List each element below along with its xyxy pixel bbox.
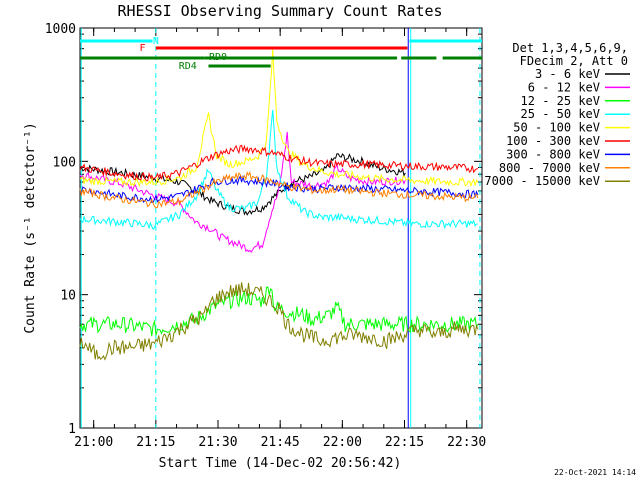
y-tick-label: 1000: [45, 22, 76, 37]
legend-label: 6 - 12 keV: [528, 80, 600, 94]
x-tick-label: 21:45: [261, 435, 300, 450]
series-line-4: [79, 109, 479, 231]
series-line-6: [79, 144, 478, 182]
x-tick-label: 22:00: [323, 435, 362, 450]
series-line-2: [79, 131, 406, 253]
state-label-rd0: RD0: [209, 52, 227, 63]
legend-label: 3 - 6 keV: [535, 67, 600, 81]
state-label-rd4: RD4: [179, 61, 197, 72]
plot-frame: [79, 27, 483, 429]
y-tick-label: 1: [68, 422, 76, 437]
legend-label: 50 - 100 keV: [513, 121, 600, 135]
state-label-n: N: [153, 36, 159, 47]
legend-header-line-2: FDecim 2, Att 0: [520, 54, 628, 68]
series-line-3: [79, 286, 479, 337]
x-tick-label: 21:15: [136, 435, 175, 450]
x-tick-label: 21:00: [74, 435, 113, 450]
state-label-f: F: [140, 43, 146, 54]
legend-header-line-1: Det 1,3,4,5,6,9,: [512, 41, 628, 55]
legend-label: 800 - 7000 keV: [499, 161, 600, 175]
y-axis-label: Count Rate (s⁻¹ detector⁻¹): [23, 122, 38, 333]
x-axis-label: Start Time (14-Dec-02 20:56:42): [159, 456, 402, 471]
y-tick-label: 10: [60, 289, 76, 304]
legend-label: 7000 - 15000 keV: [484, 174, 600, 188]
series-line-8: [79, 171, 479, 209]
legend-label: 300 - 800 keV: [506, 147, 600, 161]
series-line-9: [79, 282, 479, 361]
x-tick-label: 21:30: [198, 435, 237, 450]
timestamp: 22-Oct-2021 14:14: [554, 468, 636, 477]
series-line-7: [79, 174, 479, 203]
series-line-5: [79, 49, 479, 188]
x-tick-label: 22:30: [447, 435, 486, 450]
legend-label: 100 - 300 keV: [506, 134, 600, 148]
plot-area: 1 10 100 1000 21:00 21:15 21:30 21:45 22:00 22:15…: [45, 22, 487, 450]
chart-title: RHESSI Observing Summary Count Rates: [117, 2, 442, 20]
y-tick-label: 100: [53, 155, 76, 170]
legend-label: 25 - 50 keV: [521, 107, 600, 121]
legend-label: 12 - 25 keV: [521, 94, 600, 108]
x-tick-label: 22:15: [385, 435, 424, 450]
